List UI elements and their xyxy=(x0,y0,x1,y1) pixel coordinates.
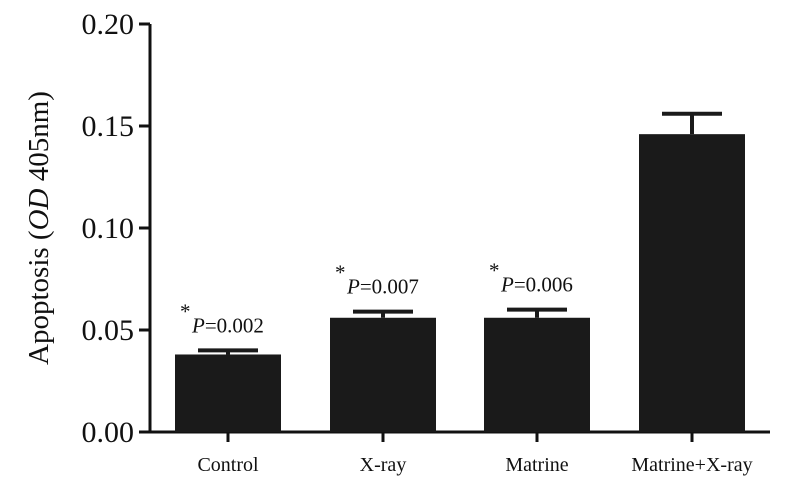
y-tick-label: 0.05 xyxy=(82,314,135,347)
y-tick-label: 0.00 xyxy=(82,416,135,449)
p-value-label: P=0.007 xyxy=(346,275,419,299)
p-value-label: P=0.002 xyxy=(191,313,264,337)
y-tick-label: 0.15 xyxy=(82,110,135,143)
axes: 0.00 0.05 0.10 0.15 0.20 Control X-ray Matrine M… xyxy=(82,8,770,476)
category-label: Control xyxy=(197,454,259,476)
bars: *P=0.002*P=0.007*P=0.006 xyxy=(175,111,745,432)
category-label: Matrine+X-ray xyxy=(631,454,752,476)
y-axis-label: Apoptosis (OD 405nm) xyxy=(23,91,55,365)
p-value-label: P=0.006 xyxy=(500,273,573,297)
significance-star: * xyxy=(180,299,191,323)
significance-star: * xyxy=(489,259,500,283)
bar xyxy=(484,317,590,432)
bar xyxy=(639,134,745,432)
y-tick-label: 0.20 xyxy=(82,8,135,41)
category-label: Matrine xyxy=(505,454,568,476)
bar xyxy=(175,354,281,432)
y-tick-label: 0.10 xyxy=(82,212,135,245)
category-label: X-ray xyxy=(360,454,407,476)
bar xyxy=(330,317,436,432)
significance-star: * xyxy=(335,261,346,285)
